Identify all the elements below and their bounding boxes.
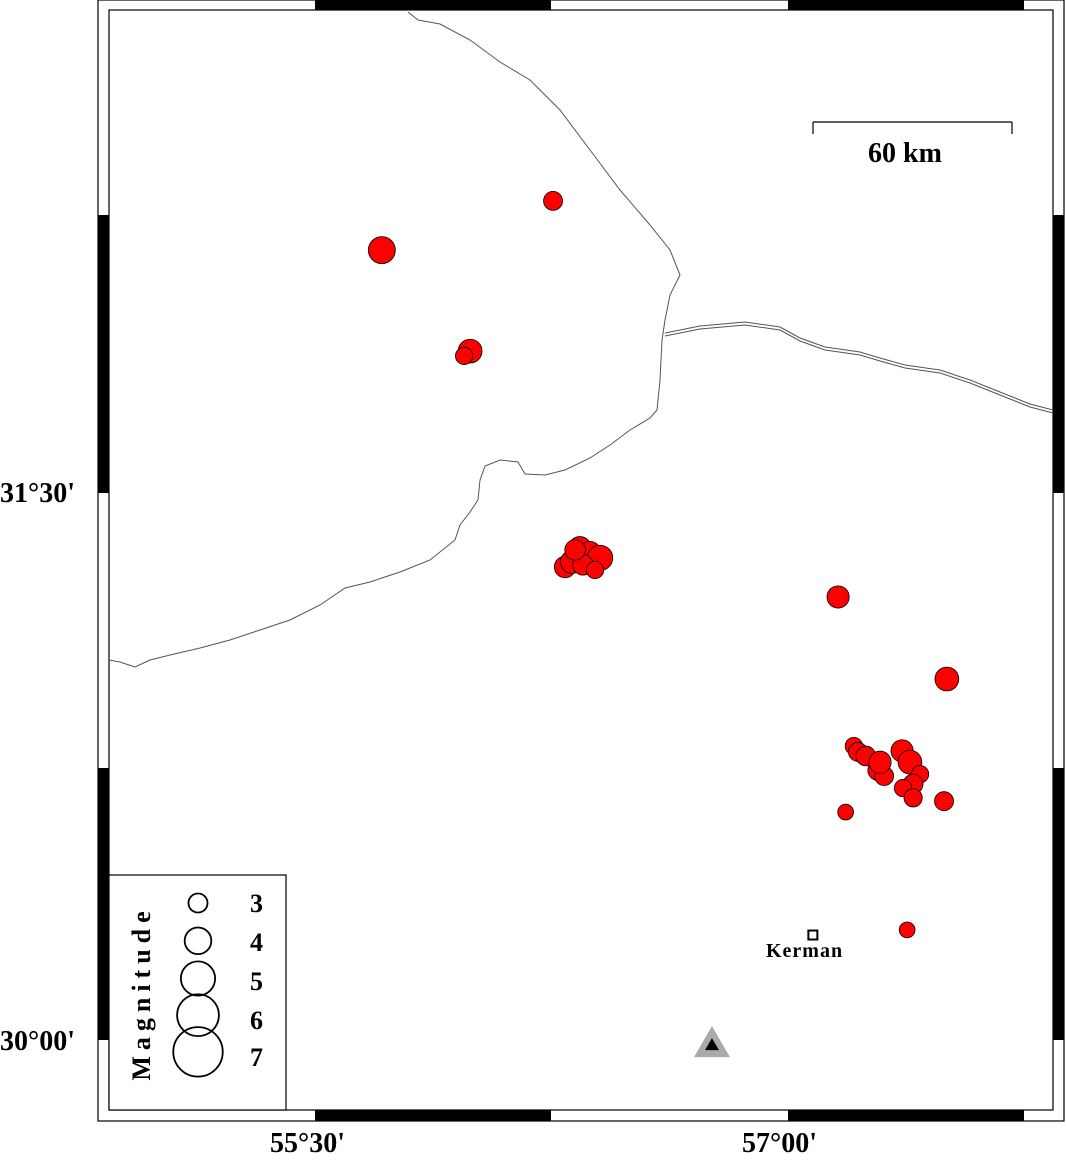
earthquake-events xyxy=(367,190,960,939)
scale-bar-label: 60 km xyxy=(868,138,942,169)
earthquake-event-13 xyxy=(934,666,960,692)
legend-label-6: 6 xyxy=(250,1006,263,1035)
earthquake-event-27 xyxy=(837,803,854,821)
province-borders xyxy=(108,11,1054,668)
earthquake-event-19 xyxy=(868,750,892,774)
earthquake-event-25 xyxy=(903,788,923,808)
legend-circle-7 xyxy=(172,1026,224,1078)
legend-label-5: 5 xyxy=(250,967,263,996)
legend-title: Magnitude xyxy=(127,905,156,1081)
legend-circle-6 xyxy=(176,993,220,1038)
legend-label-3: 3 xyxy=(250,889,263,918)
border-line-north xyxy=(108,11,681,668)
earthquake-event-12 xyxy=(826,585,850,609)
station-triangle-inner-icon xyxy=(704,1038,719,1051)
earthquake-event-10 xyxy=(585,560,605,580)
x-tick-label-55-30: 55°30' xyxy=(270,1128,345,1159)
y-tick-label-30-00: 30°00' xyxy=(0,1026,75,1057)
legend-circles xyxy=(172,892,224,1078)
map-frame xyxy=(97,0,1065,1122)
legend-circle-5 xyxy=(179,960,217,997)
city-marker-icon xyxy=(807,929,819,941)
y-tick-label-31-30: 31°30' xyxy=(0,478,75,509)
earthquake-event-0 xyxy=(543,190,563,211)
earthquake-event-26 xyxy=(934,791,954,812)
map-features xyxy=(693,929,819,1058)
earthquake-event-28 xyxy=(898,921,916,939)
earthquake-event-1 xyxy=(367,236,396,265)
border-line-east xyxy=(664,321,1054,411)
x-tick-label-57-00: 57°00' xyxy=(742,1128,817,1159)
scale-bar xyxy=(812,121,1013,134)
earthquake-event-11 xyxy=(564,539,586,561)
legend-circle-4 xyxy=(183,926,213,956)
legend-box xyxy=(108,874,287,1111)
legend-label-7: 7 xyxy=(250,1043,263,1072)
legend-label-4: 4 xyxy=(250,928,263,957)
city-label-kerman: Kerman xyxy=(766,940,844,962)
legend-circle-3 xyxy=(187,892,209,914)
earthquake-event-3 xyxy=(455,346,474,365)
